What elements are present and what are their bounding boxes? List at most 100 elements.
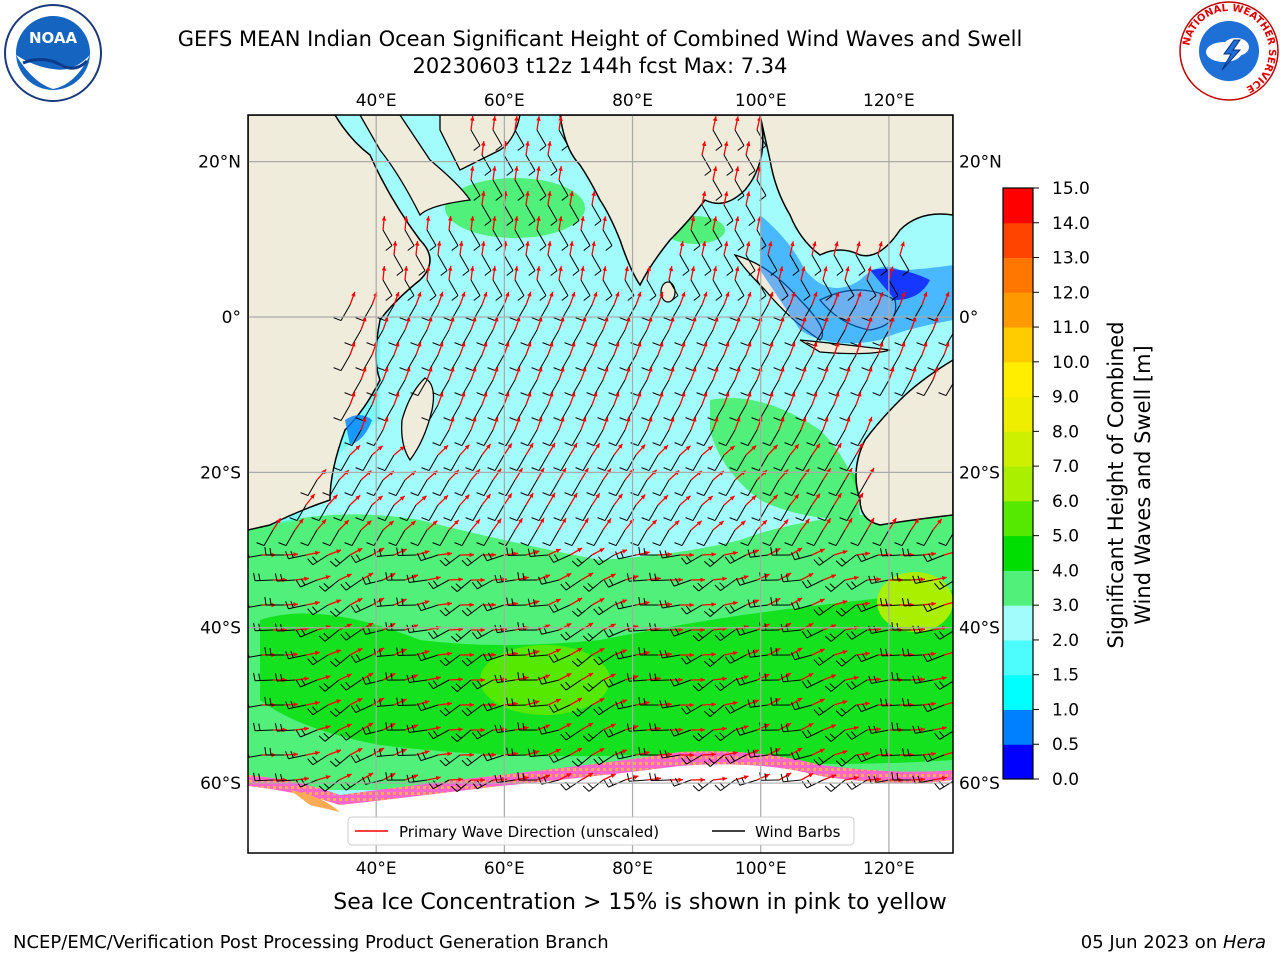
wind-barb bbox=[542, 429, 560, 447]
wind-barb bbox=[681, 554, 703, 565]
wind-barb bbox=[916, 529, 934, 547]
wind-barb bbox=[901, 597, 923, 607]
wave-direction-arrow bbox=[866, 266, 872, 281]
wind-barb bbox=[520, 429, 538, 447]
longitude-labels-bottom: 40°E 60°E 80°E 100°E 120°E bbox=[356, 859, 915, 879]
wave-direction-arrow bbox=[800, 622, 814, 631]
wind-barb bbox=[912, 625, 934, 634]
wave-zone-0-0.5m-java-sea bbox=[870, 268, 930, 300]
wind-barb bbox=[839, 354, 857, 372]
wind-barb bbox=[318, 729, 340, 742]
wave-direction-arrow bbox=[756, 573, 770, 581]
wave-direction-arrow bbox=[602, 673, 616, 681]
wind-barb bbox=[428, 629, 450, 640]
wind-barb bbox=[329, 554, 351, 567]
graticule bbox=[248, 115, 953, 853]
wind-barb bbox=[696, 379, 714, 397]
wave-direction-arrow bbox=[338, 773, 352, 781]
wind-barb bbox=[608, 479, 626, 497]
wave-direction-arrow bbox=[723, 495, 736, 506]
wind-barb bbox=[707, 354, 725, 372]
wind-barb bbox=[377, 354, 395, 372]
wind-barb bbox=[318, 579, 340, 592]
wind-barb bbox=[740, 379, 758, 397]
wind-barb bbox=[385, 722, 406, 731]
wind-barb bbox=[833, 254, 844, 276]
wind-barb bbox=[503, 254, 514, 276]
wind-barb bbox=[608, 329, 626, 347]
wind-barb bbox=[663, 354, 681, 372]
wind-barb bbox=[891, 772, 911, 781]
wave-direction-arrow bbox=[712, 116, 718, 131]
wave-direction-arrow bbox=[855, 341, 862, 356]
wind-barb bbox=[888, 279, 899, 301]
wave-direction-arrow bbox=[580, 316, 587, 331]
lon-label-top-3: 100°E bbox=[735, 91, 787, 111]
wave-direction-arrow bbox=[646, 366, 653, 381]
wind-barb bbox=[399, 354, 417, 372]
wave-direction-arrow bbox=[613, 291, 620, 306]
wind-barb bbox=[630, 429, 648, 447]
wind-barb bbox=[416, 702, 439, 712]
wave-direction-arrow bbox=[668, 266, 674, 281]
wind-barb bbox=[340, 629, 362, 641]
wind-barb bbox=[558, 279, 569, 301]
wave-direction-arrow bbox=[866, 316, 873, 331]
wind-barb bbox=[922, 753, 945, 763]
wind-barb bbox=[835, 654, 857, 667]
wind-barb bbox=[813, 604, 835, 616]
wind-barb bbox=[421, 304, 439, 322]
wind-barb bbox=[575, 354, 593, 372]
wind-barb bbox=[472, 679, 494, 690]
wind-barb bbox=[747, 599, 769, 608]
madagascar bbox=[401, 377, 435, 462]
wind-barb bbox=[630, 379, 648, 397]
wave-direction-arrow bbox=[910, 727, 926, 732]
colorbar-segment-1 bbox=[1003, 709, 1033, 745]
wave-direction-arrow bbox=[536, 316, 543, 331]
wind-barb bbox=[553, 404, 571, 422]
wave-direction-arrow bbox=[811, 493, 821, 506]
wave-direction-arrow bbox=[569, 442, 578, 456]
wave-direction-arrow bbox=[459, 494, 470, 506]
wind-barb bbox=[366, 429, 384, 447]
wind-barb bbox=[822, 279, 833, 301]
wave-direction-arrow bbox=[591, 492, 601, 506]
colorbar-tick-label-14: 12.0 bbox=[1052, 283, 1090, 303]
wind-barb bbox=[813, 754, 835, 766]
wind-barb bbox=[872, 329, 890, 347]
wind-barb bbox=[681, 754, 703, 765]
wave-direction-arrow bbox=[470, 627, 486, 633]
wind-barb bbox=[582, 779, 604, 792]
wind-barb bbox=[307, 554, 329, 566]
wave-direction-arrow bbox=[833, 550, 848, 556]
wave-direction-arrow bbox=[833, 700, 848, 706]
wind-barb bbox=[770, 747, 791, 756]
wind-barb bbox=[506, 547, 527, 557]
wave-direction-arrow bbox=[470, 777, 486, 783]
wind-barb bbox=[472, 729, 494, 740]
wind-barb bbox=[382, 279, 393, 301]
wind-barb bbox=[538, 726, 560, 735]
wind-barb bbox=[571, 604, 593, 617]
wind-barb bbox=[835, 604, 857, 617]
lat-label-right-4: 60°S bbox=[959, 774, 1000, 794]
wind-barb bbox=[470, 229, 481, 251]
wind-barb bbox=[770, 547, 791, 556]
wave-direction-arrow bbox=[437, 444, 449, 456]
wave-direction-arrow bbox=[855, 291, 862, 306]
wave-direction-arrow bbox=[690, 727, 706, 733]
wind-barb bbox=[461, 554, 483, 567]
wave-direction-arrow bbox=[668, 520, 680, 531]
wave-direction-arrow bbox=[580, 266, 585, 281]
wind-barb bbox=[668, 279, 679, 301]
wave-direction-arrow bbox=[404, 774, 419, 781]
wind-barb bbox=[333, 304, 351, 322]
wave-direction-arrow bbox=[492, 116, 497, 131]
wave-direction-arrow bbox=[712, 576, 727, 582]
wind-barb bbox=[603, 628, 626, 638]
wave-direction-arrow bbox=[547, 141, 552, 156]
wave-direction-arrow bbox=[459, 702, 475, 708]
colorbar-segment-0 bbox=[1003, 744, 1033, 780]
wave-direction-arrow bbox=[657, 602, 673, 607]
